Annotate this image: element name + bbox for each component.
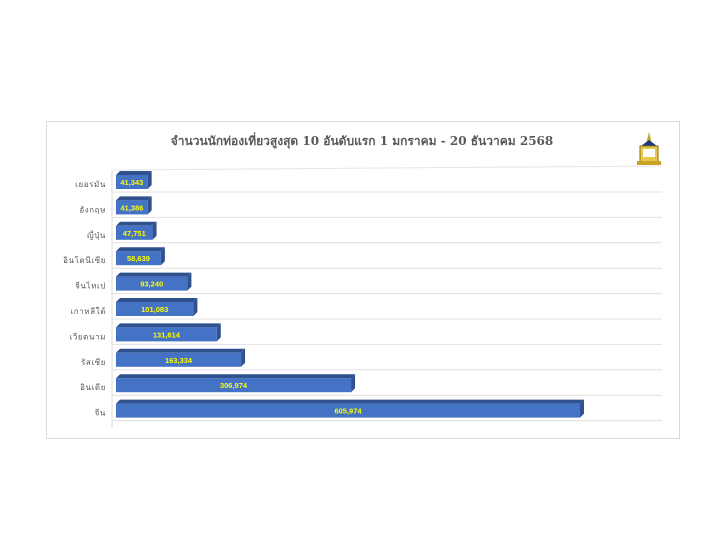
bar-0 [116, 171, 152, 189]
bar-8 [116, 374, 356, 393]
category-label: เวียดนาม [69, 332, 106, 341]
bar-top [116, 196, 152, 201]
data-label: 101,083 [141, 305, 168, 314]
bar-7 [116, 348, 246, 367]
category-label: เกาหลีใต้ [70, 307, 106, 316]
data-label: 58,639 [127, 254, 150, 263]
bar-side [147, 196, 152, 215]
bar [116, 352, 242, 367]
bar-5 [116, 298, 198, 316]
data-label: 306,974 [220, 381, 248, 390]
bar-1 [116, 196, 152, 215]
bar [116, 302, 194, 316]
category-label: จีนไทเป [75, 282, 106, 291]
data-label: 163,334 [165, 356, 193, 365]
data-label: 93,240 [140, 280, 163, 289]
bar-side [351, 374, 356, 393]
chart-title: จำนวนนักท่องเที่ยวสูงสุด 10 อันดับแรก 1 … [170, 134, 554, 148]
bar-4 [116, 272, 192, 291]
bar-side [160, 247, 165, 266]
bar-side [241, 348, 246, 367]
category-label: จีน [94, 409, 106, 418]
data-label: 605,974 [334, 407, 362, 416]
bar-top [116, 272, 192, 277]
bar [116, 225, 153, 240]
bar-top [116, 298, 198, 302]
atta-logo [637, 132, 661, 165]
bar [116, 378, 352, 393]
bar-side [187, 272, 192, 291]
bar-top [116, 221, 157, 226]
bar-2 [116, 221, 157, 240]
bar [116, 403, 581, 418]
category-label: เยอรมัน [75, 180, 106, 189]
category-label: ญี่ปุ่น [87, 229, 106, 240]
bar-6 [116, 323, 221, 342]
data-label: 41,343 [120, 178, 143, 187]
bar-side [193, 298, 198, 316]
data-label: 47,751 [123, 229, 146, 238]
bar-top [116, 348, 246, 353]
bar-top [116, 247, 165, 252]
bar-side [580, 399, 585, 418]
bar [116, 175, 148, 189]
bar [116, 276, 188, 291]
category-label: อังกฤษ [79, 205, 106, 214]
bar-top [116, 171, 152, 175]
data-label: 41,386 [120, 203, 143, 212]
bar-top [116, 323, 221, 328]
bar-side [147, 171, 152, 189]
bar [116, 200, 148, 215]
bar [116, 251, 161, 266]
bar-top [116, 399, 585, 404]
bar-top [116, 374, 356, 379]
category-label: รัสเซีย [81, 358, 106, 367]
bar-3 [116, 247, 165, 266]
category-label: อินเดีย [80, 383, 106, 392]
top-grid-line [111, 165, 663, 171]
bar-side [152, 221, 157, 240]
bar [116, 327, 217, 342]
bar-9 [116, 399, 585, 418]
category-label: อินโดนีเซีย [63, 255, 106, 265]
bar-side [216, 323, 221, 342]
data-label: 131,614 [153, 330, 181, 339]
